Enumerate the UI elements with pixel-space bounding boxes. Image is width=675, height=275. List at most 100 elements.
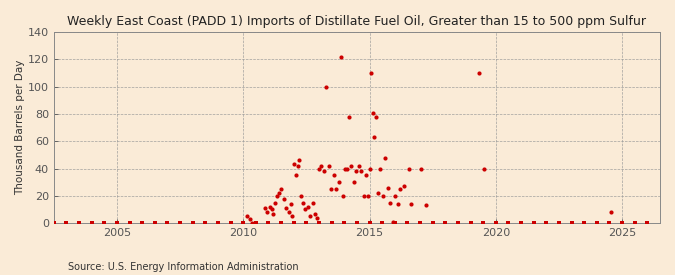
Point [491,221,502,225]
Point [478,221,489,225]
Point [187,221,198,225]
Point [340,166,350,171]
Point [312,216,323,220]
Point [516,221,526,225]
Point [465,221,476,225]
Point [321,84,331,89]
Point [225,221,236,225]
Point [344,114,354,119]
Point [352,221,362,225]
Point [242,214,252,219]
Point [328,173,339,178]
Point [566,221,577,225]
Point [629,221,640,225]
Point [427,221,438,225]
Point [416,166,427,171]
Point [310,211,321,216]
Point [246,221,257,225]
Point [74,221,84,225]
Point [529,221,539,225]
Point [604,221,615,225]
Point [390,194,401,198]
Point [440,221,451,225]
Point [395,187,406,191]
Point [339,221,350,225]
Point [250,221,261,225]
Point [414,221,425,225]
Point [387,219,398,224]
Point [346,164,356,168]
Point [314,221,325,225]
Point [385,200,396,205]
Point [617,221,628,225]
Point [49,221,59,225]
Point [389,221,400,225]
Point [380,155,391,160]
Point [591,221,602,225]
Point [473,71,484,75]
Text: Source: U.S. Energy Information Administration: Source: U.S. Energy Information Administ… [68,262,298,272]
Point [213,221,223,225]
Point [342,166,352,171]
Point [331,187,342,191]
Point [262,210,273,214]
Point [369,135,379,139]
Point [292,164,303,168]
Point [265,205,275,209]
Point [304,214,315,219]
Point [364,166,375,171]
Point [382,185,393,190]
Point [259,206,270,210]
Point [375,166,385,171]
Point [541,221,551,225]
Point [275,221,286,225]
Point [402,221,413,225]
Point [284,210,294,214]
Point [162,221,173,225]
Point [99,221,109,225]
Point [263,221,274,225]
Point [302,205,313,209]
Point [366,71,377,75]
Title: Weekly East Coast (PADD 1) Imports of Distillate Fuel Oil, Greater than 15 to 50: Weekly East Coast (PADD 1) Imports of Di… [68,15,647,28]
Point [288,221,299,225]
Point [377,194,388,198]
Point [354,164,364,168]
Point [307,200,318,205]
Point [372,191,383,195]
Point [479,166,489,171]
Point [86,221,97,225]
Point [363,194,374,198]
Point [301,221,312,225]
Point [333,180,344,184]
Point [298,200,308,205]
Point [238,221,248,225]
Point [175,221,186,225]
Point [642,221,653,225]
Point [286,202,296,206]
Point [398,184,409,188]
Point [294,158,304,163]
Point [318,169,329,174]
Point [124,221,135,225]
Point [275,187,286,191]
Point [266,207,277,212]
Point [358,194,369,198]
Point [244,217,255,221]
Point [111,221,122,225]
Point [351,169,362,174]
Point [348,180,359,184]
Point [269,200,280,205]
Point [273,191,284,195]
Point [377,221,387,225]
Point [314,166,325,171]
Point [338,194,348,198]
Y-axis label: Thousand Barrels per Day: Thousand Barrels per Day [15,60,25,195]
Point [326,187,337,191]
Point [326,221,337,225]
Point [554,221,564,225]
Point [290,173,301,178]
Point [149,221,160,225]
Point [278,196,289,201]
Point [361,173,372,178]
